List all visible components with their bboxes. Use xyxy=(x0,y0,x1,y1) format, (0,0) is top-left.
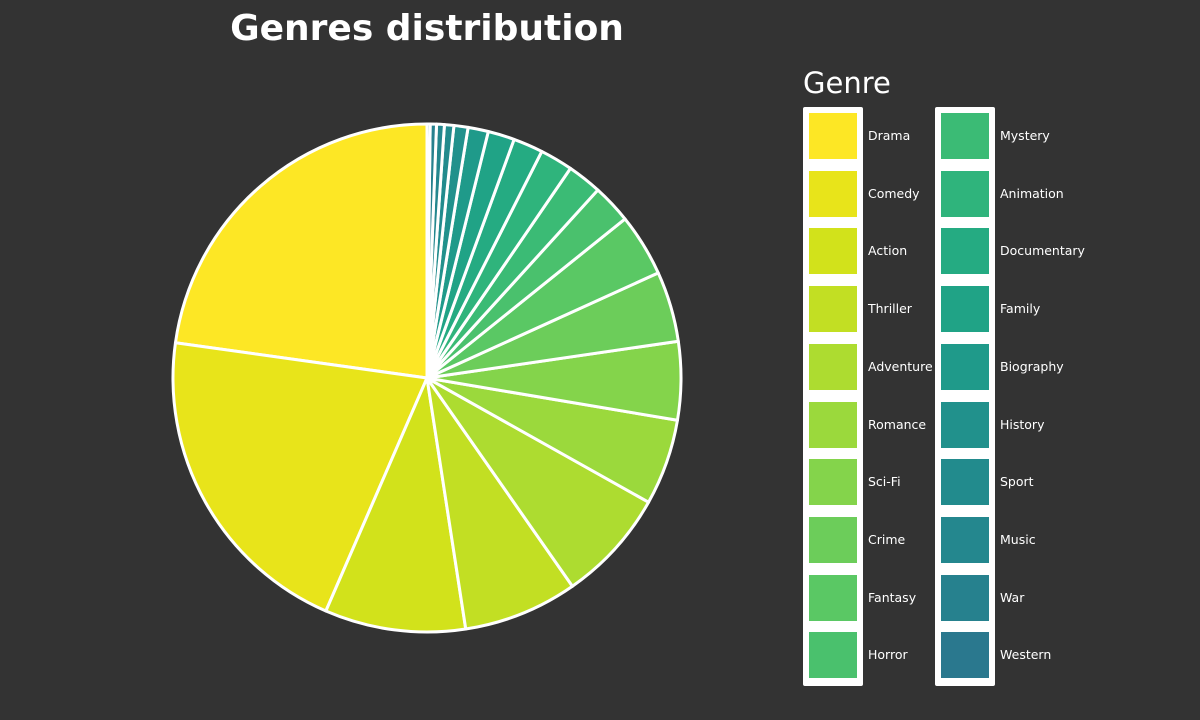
legend-label: Fantasy xyxy=(868,589,917,605)
pie-slice-action xyxy=(324,376,468,634)
legend-swatch xyxy=(941,286,989,333)
legend-swatch xyxy=(809,113,857,159)
legend-item-crime: Crime xyxy=(803,511,963,569)
legend-swatch xyxy=(809,574,857,621)
legend-swatch xyxy=(941,574,989,621)
legend-label: Documentary xyxy=(1000,243,1085,259)
legend-item-sport: Sport xyxy=(935,453,1095,511)
legend-label: Comedy xyxy=(868,185,920,201)
chart-title: Genres distribution xyxy=(230,8,624,49)
legend-swatch xyxy=(941,113,989,159)
legend-label: Adventure xyxy=(868,358,933,374)
legend-item-western: Western xyxy=(935,626,1095,684)
legend-item-romance: Romance xyxy=(803,396,963,454)
legend-label: Biography xyxy=(1000,358,1064,374)
legend-item-thriller: Thriller xyxy=(803,280,963,338)
legend-item-family: Family xyxy=(935,280,1095,338)
pie-slice-thriller xyxy=(425,376,574,631)
legend-item-action: Action xyxy=(803,222,963,280)
legend-swatch xyxy=(941,459,989,506)
legend-item-music: Music xyxy=(935,511,1095,569)
legend-label: Music xyxy=(1000,531,1036,547)
legend-swatch xyxy=(809,459,857,506)
legend-label: Western xyxy=(1000,647,1052,663)
legend-label: History xyxy=(1000,416,1045,432)
legend-item-sci-fi: Sci-Fi xyxy=(803,453,963,511)
legend-item-animation: Animation xyxy=(935,165,1095,223)
legend-swatch xyxy=(941,401,989,448)
legend-label: War xyxy=(1000,589,1025,605)
legend-swatch xyxy=(941,632,989,679)
legend-label: Thriller xyxy=(868,301,912,317)
legend-item-mystery: Mystery xyxy=(935,107,1095,165)
legend-swatch xyxy=(809,632,857,679)
legend-item-documentary: Documentary xyxy=(935,222,1095,280)
legend-swatch xyxy=(809,170,857,217)
pie-chart xyxy=(171,122,683,634)
legend-title: Genre xyxy=(803,66,891,100)
pie-slice-comedy xyxy=(171,341,429,613)
legend-swatch xyxy=(941,516,989,563)
legend-item-drama: Drama xyxy=(803,107,963,165)
legend-label: Mystery xyxy=(1000,128,1050,143)
legend-swatch xyxy=(809,516,857,563)
legend-item-comedy: Comedy xyxy=(803,165,963,223)
legend-swatch xyxy=(809,228,857,275)
legend-label: Action xyxy=(868,243,908,259)
legend-item-biography: Biography xyxy=(935,338,1095,396)
legend-label: Animation xyxy=(1000,185,1064,201)
pie-slice-drama xyxy=(173,122,429,380)
legend-label: Horror xyxy=(868,647,908,663)
legend-swatch xyxy=(809,401,857,448)
legend-swatch xyxy=(941,228,989,275)
legend-swatch xyxy=(809,286,857,333)
legend-item-fantasy: Fantasy xyxy=(803,569,963,627)
pie-slice-western xyxy=(425,122,432,380)
legend-item-horror: Horror xyxy=(803,626,963,684)
pie-slice-adventure xyxy=(425,376,651,588)
legend-item-adventure: Adventure xyxy=(803,338,963,396)
legend-label: Sport xyxy=(1000,474,1034,490)
legend-label: Drama xyxy=(868,128,911,143)
legend-label: Romance xyxy=(868,416,927,432)
legend-swatch xyxy=(809,343,857,390)
legend-label: Family xyxy=(1000,301,1041,317)
legend-swatch xyxy=(941,343,989,390)
legend-swatch xyxy=(941,170,989,217)
legend-label: Sci-Fi xyxy=(868,474,901,490)
legend-item-history: History xyxy=(935,396,1095,454)
legend-label: Crime xyxy=(868,531,906,547)
legend-item-war: War xyxy=(935,569,1095,627)
